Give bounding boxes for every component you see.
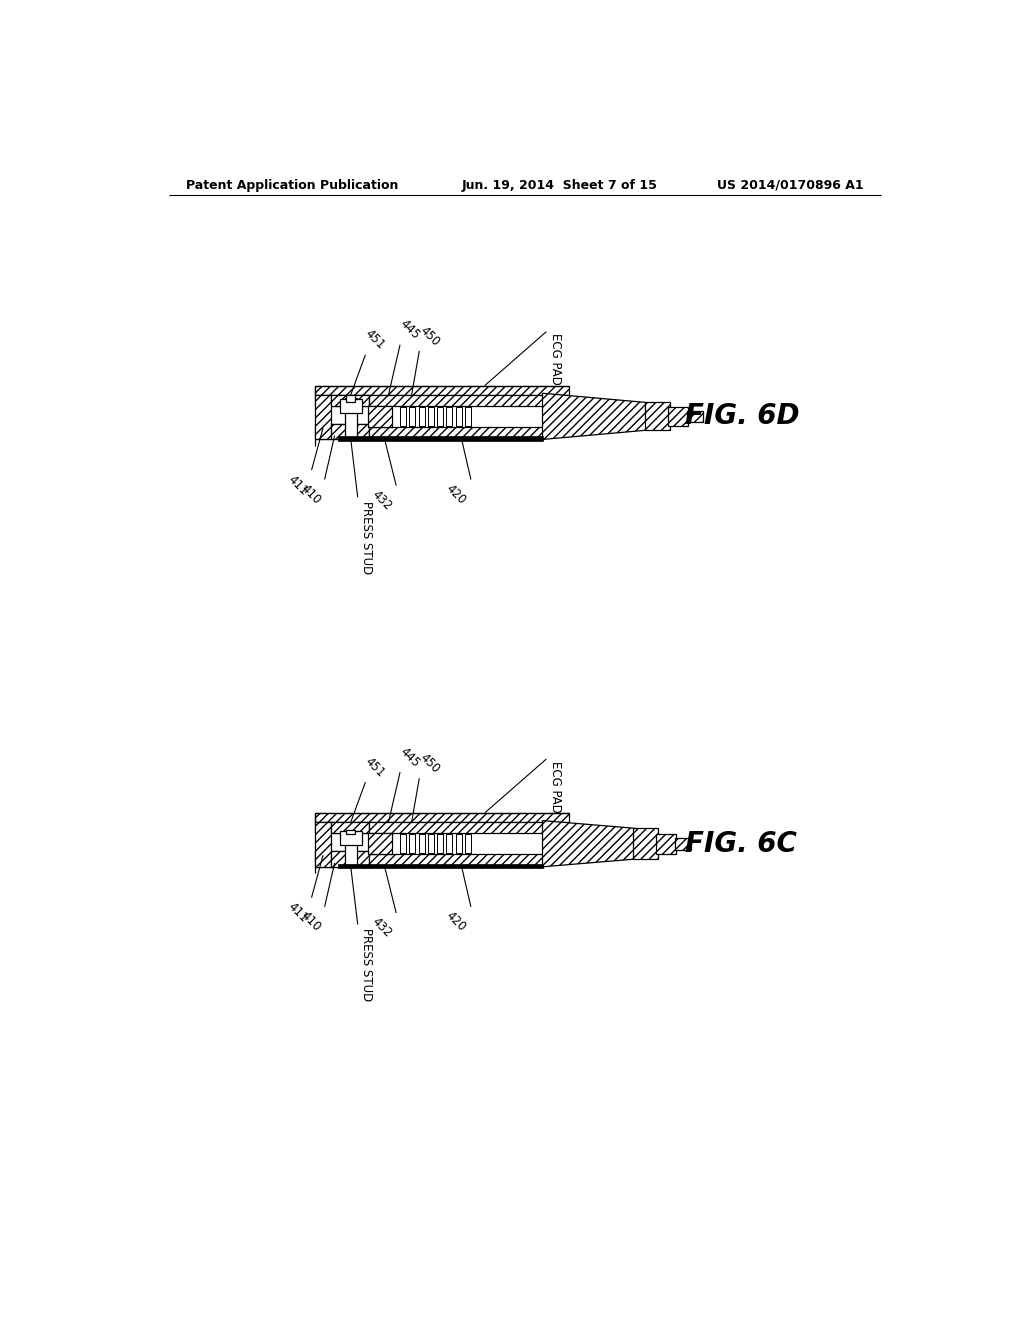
Bar <box>456 407 462 425</box>
Polygon shape <box>368 405 392 428</box>
Polygon shape <box>315 851 370 867</box>
Polygon shape <box>686 411 702 422</box>
Bar <box>345 830 357 866</box>
Polygon shape <box>370 822 543 833</box>
Polygon shape <box>370 395 543 405</box>
Text: 445: 445 <box>397 744 423 770</box>
Bar <box>419 834 425 853</box>
Bar <box>428 834 434 853</box>
Polygon shape <box>543 393 646 440</box>
Text: 411: 411 <box>285 900 310 925</box>
Text: 410: 410 <box>298 909 323 935</box>
Polygon shape <box>315 395 331 440</box>
Text: 445: 445 <box>397 317 423 342</box>
Bar <box>410 407 416 425</box>
Bar <box>456 834 462 853</box>
Bar <box>465 834 471 853</box>
Bar <box>340 400 361 413</box>
Text: 411: 411 <box>285 473 310 498</box>
Polygon shape <box>370 854 543 867</box>
Polygon shape <box>331 851 370 867</box>
Bar <box>340 832 361 845</box>
Bar <box>346 830 355 834</box>
Polygon shape <box>668 407 688 425</box>
Bar <box>446 834 453 853</box>
Bar <box>446 407 453 425</box>
Text: PRESS STUD: PRESS STUD <box>360 928 373 1002</box>
Text: FIG. 6D: FIG. 6D <box>685 403 800 430</box>
Text: US 2014/0170896 A1: US 2014/0170896 A1 <box>717 178 863 191</box>
Bar <box>465 407 471 425</box>
Polygon shape <box>634 829 658 859</box>
Bar <box>428 407 434 425</box>
Text: 420: 420 <box>443 909 469 935</box>
Text: ECG PAD: ECG PAD <box>549 333 562 385</box>
Polygon shape <box>331 822 370 833</box>
Text: 432: 432 <box>369 488 394 513</box>
Text: 450: 450 <box>417 323 442 348</box>
Text: ECG PAD: ECG PAD <box>549 760 562 812</box>
Bar <box>400 834 407 853</box>
Polygon shape <box>315 395 370 405</box>
Bar <box>437 834 443 853</box>
Text: 451: 451 <box>362 755 387 780</box>
Text: FIG. 6C: FIG. 6C <box>685 830 797 858</box>
Bar <box>339 437 543 441</box>
Polygon shape <box>675 838 691 850</box>
Text: 420: 420 <box>443 482 469 507</box>
Polygon shape <box>370 428 543 440</box>
Bar <box>339 863 543 869</box>
Text: 450: 450 <box>417 751 442 776</box>
Text: 410: 410 <box>298 482 323 507</box>
Polygon shape <box>315 822 370 833</box>
Bar <box>419 407 425 425</box>
Bar <box>437 407 443 425</box>
Polygon shape <box>315 424 370 440</box>
Text: PRESS STUD: PRESS STUD <box>360 502 373 574</box>
Polygon shape <box>331 424 370 440</box>
Polygon shape <box>543 821 635 867</box>
Polygon shape <box>656 834 677 854</box>
Polygon shape <box>315 813 569 822</box>
Bar <box>410 834 416 853</box>
Bar <box>346 395 355 403</box>
Bar <box>345 397 357 438</box>
Text: 451: 451 <box>362 327 387 352</box>
Text: 432: 432 <box>369 915 394 940</box>
Polygon shape <box>645 403 670 430</box>
Polygon shape <box>368 833 392 854</box>
Polygon shape <box>315 822 331 867</box>
Polygon shape <box>315 385 569 395</box>
Polygon shape <box>331 395 370 405</box>
Text: Patent Application Publication: Patent Application Publication <box>186 178 398 191</box>
Text: Jun. 19, 2014  Sheet 7 of 15: Jun. 19, 2014 Sheet 7 of 15 <box>462 178 657 191</box>
Bar <box>400 407 407 425</box>
